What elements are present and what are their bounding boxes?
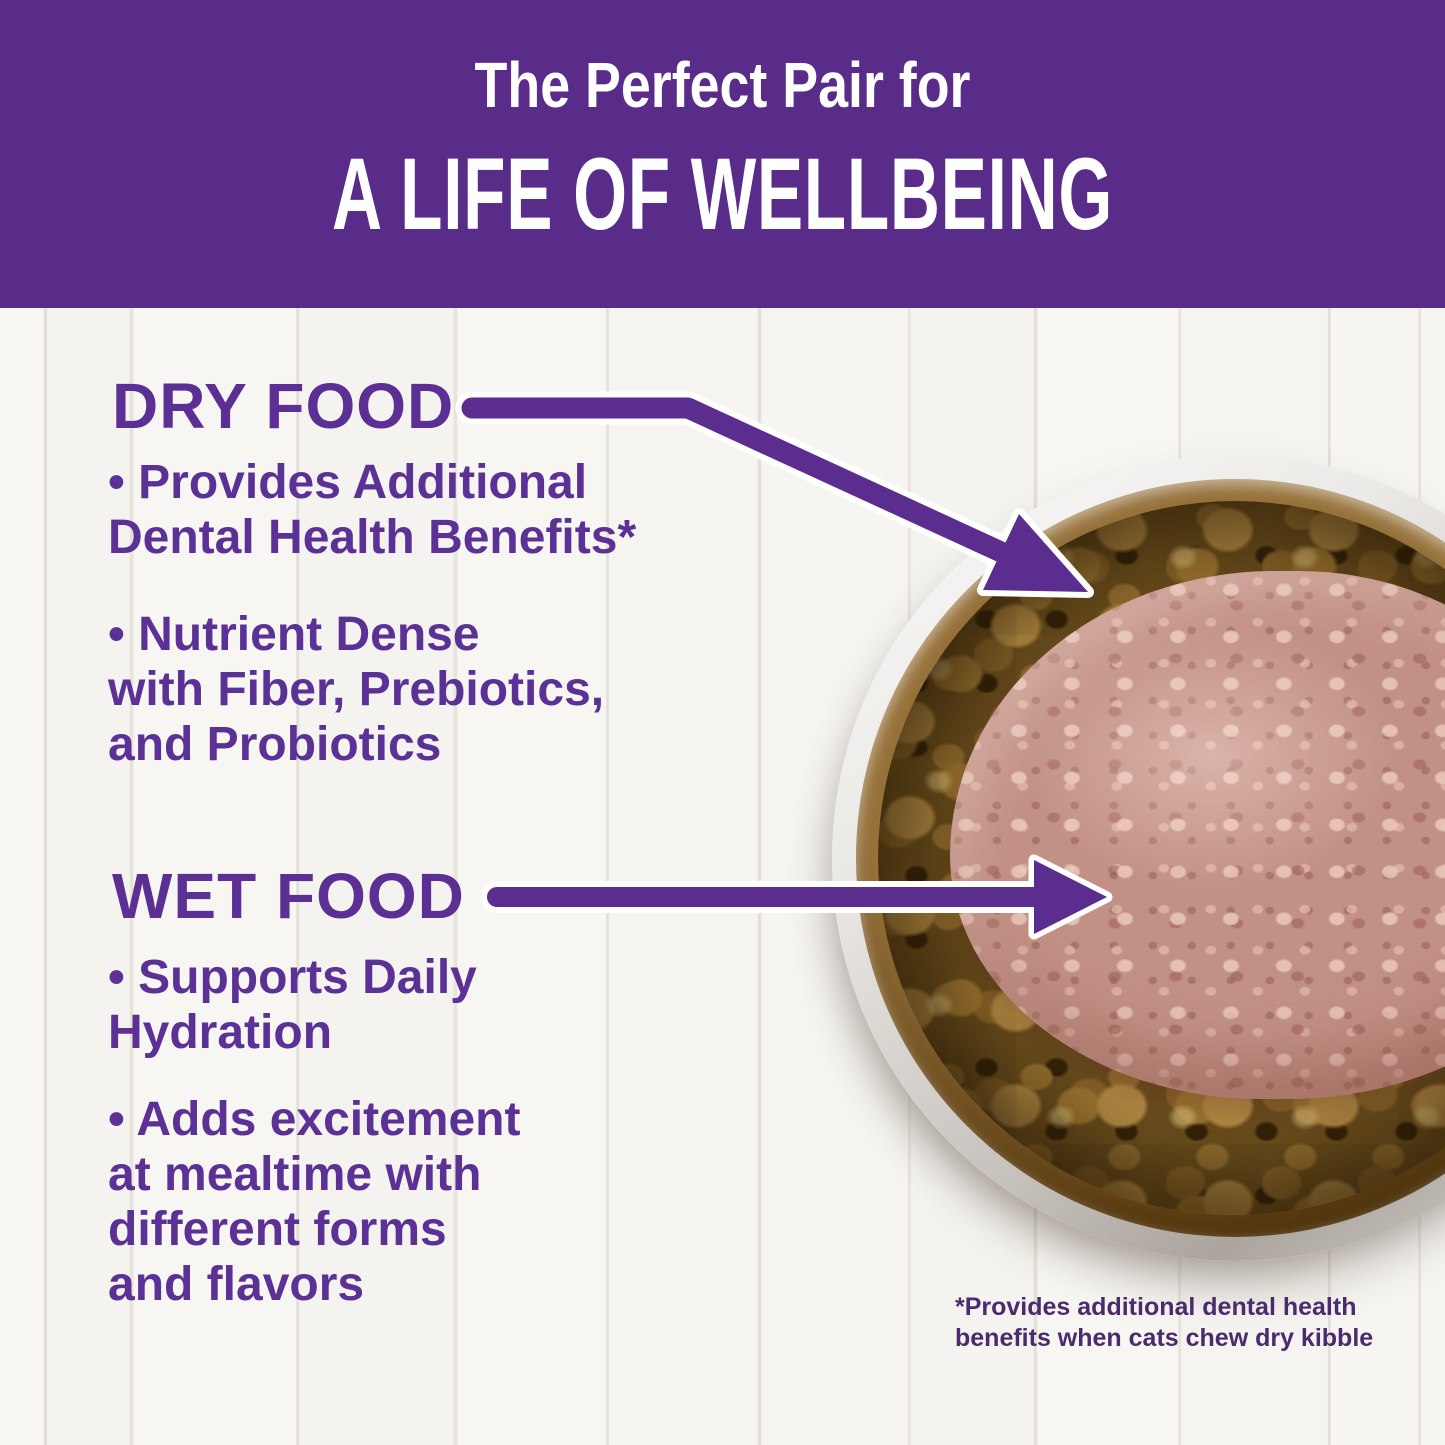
footnote: *Provides additional dental health benef… (955, 1293, 1374, 1352)
wet-food-pate (950, 571, 1445, 1099)
header-banner: The Perfect Pair for A LIFE OF WELLBEING (0, 0, 1445, 308)
wet-food-arrow-icon (481, 854, 1113, 940)
food-bowl-photo (832, 455, 1445, 1261)
wet-food-bullet-2: • Adds excitement at mealtime with diffe… (108, 1093, 521, 1311)
dry-food-bullet-1: • Provides Additional Dental Health Bene… (108, 456, 637, 564)
wet-food-bullet-1: • Supports Daily Hydration (108, 951, 477, 1059)
banner-subtitle: The Perfect Pair for (474, 49, 971, 121)
dry-food-heading: DRY FOOD (112, 370, 455, 442)
dry-food-bullet-2: • Nutrient Dense with Fiber, Prebiotics,… (108, 608, 605, 771)
banner-title: A LIFE OF WELLBEING (332, 137, 1113, 251)
dry-food-arrow-icon (455, 391, 1094, 598)
wet-food-heading: WET FOOD (112, 860, 465, 932)
